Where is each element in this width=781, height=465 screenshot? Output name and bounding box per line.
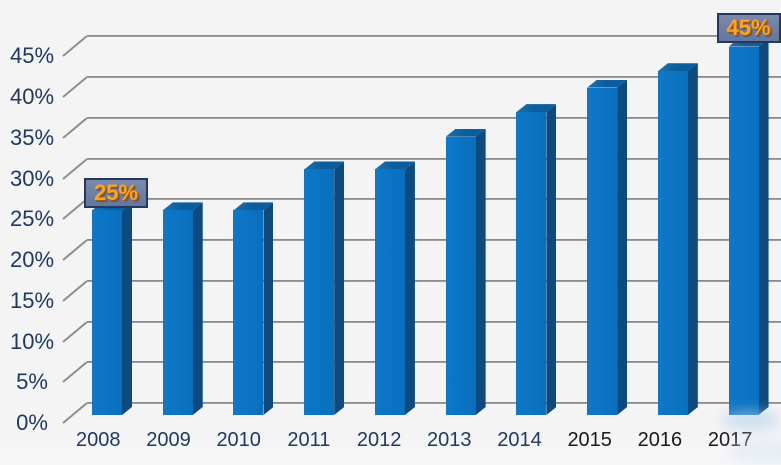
bar-top-face: [162, 202, 203, 211]
bar-top-face: [657, 63, 698, 72]
x-axis-label: 2009: [146, 429, 191, 451]
bar-top-face: [374, 161, 415, 170]
bar-2012: [374, 161, 415, 415]
y-axis-label: 30%: [9, 165, 55, 191]
bar-2016: [657, 63, 698, 415]
bar-2014: [516, 104, 557, 415]
y-axis-label: 35%: [9, 124, 55, 150]
y-axis-label: 25%: [9, 206, 55, 232]
bar-front-face: [516, 112, 547, 415]
bar-front-face: [304, 169, 335, 415]
bar-top-face: [304, 161, 345, 170]
gridline: [87, 361, 781, 364]
gridline: [87, 279, 781, 282]
bar-side-face: [476, 129, 486, 415]
y-axis-label: 10%: [9, 328, 55, 354]
gridline: [87, 239, 781, 242]
x-axis-label: 2013: [427, 429, 472, 451]
bar-2010: [233, 202, 274, 415]
axis-tick: [62, 320, 88, 343]
x-axis-label: 2011: [287, 429, 331, 451]
bar-side-face: [334, 161, 344, 415]
x-axis-label: 2017: [707, 429, 753, 451]
y-axis-label: 45%: [9, 43, 55, 69]
axis-tick: [62, 157, 88, 180]
bar-2011: [304, 161, 345, 415]
bar-side-face: [546, 104, 556, 415]
bar-2008: [92, 202, 132, 415]
bar-top-face: [516, 104, 557, 113]
bar-2017: [728, 38, 769, 415]
y-axis-label: 5%: [16, 369, 48, 395]
bar-front-face: [587, 87, 618, 415]
axis-tick: [62, 35, 88, 58]
axis-tick: [62, 239, 88, 261]
bar-front-face: [92, 210, 122, 415]
gridline: [87, 198, 781, 201]
y-axis-label: 40%: [9, 84, 55, 110]
bar-front-face: [374, 169, 405, 415]
bar-side-face: [193, 202, 203, 415]
bar-2009: [162, 202, 203, 415]
axis-tick: [62, 280, 88, 302]
gridline: [87, 116, 781, 119]
bar-side-face: [688, 63, 698, 415]
y-axis-label: 20%: [9, 247, 55, 273]
axis-tick: [62, 361, 88, 384]
bar-side-face: [617, 80, 627, 415]
bar-side-face: [759, 39, 769, 415]
bar-top-face: [587, 79, 628, 88]
y-axis-label: 0%: [16, 410, 48, 435]
x-axis-label: 2015: [567, 429, 612, 451]
x-axis-label: 2010: [216, 429, 261, 451]
gridline: [87, 320, 781, 323]
bar-front-face: [233, 210, 264, 415]
data-callout: 45%: [716, 12, 781, 43]
bar-top-face: [233, 202, 274, 211]
gridline: [87, 157, 781, 160]
axis-tick: [62, 117, 88, 139]
x-axis-label: 2014: [497, 429, 542, 451]
bar-front-face: [445, 136, 476, 415]
x-axis-label: 2008: [76, 429, 121, 451]
axis-tick: [62, 76, 88, 98]
gridline: [87, 35, 781, 38]
y-axis-label: 15%: [9, 287, 55, 313]
data-callout: 25%: [84, 177, 148, 208]
gridline: [87, 76, 781, 79]
axis-tick: [62, 402, 88, 424]
bar-2013: [445, 128, 486, 415]
bar-front-face: [162, 210, 193, 415]
bar-front-face: [728, 46, 759, 415]
x-axis-label: 2016: [637, 429, 683, 451]
bar-front-face: [657, 71, 688, 415]
gridline: [87, 402, 781, 404]
bar-side-face: [405, 161, 415, 415]
bar-top-face: [445, 128, 486, 137]
bar-side-face: [263, 202, 273, 415]
bar-2015: [587, 79, 628, 415]
bar-side-face: [122, 202, 132, 415]
x-axis-label: 2012: [356, 429, 402, 451]
